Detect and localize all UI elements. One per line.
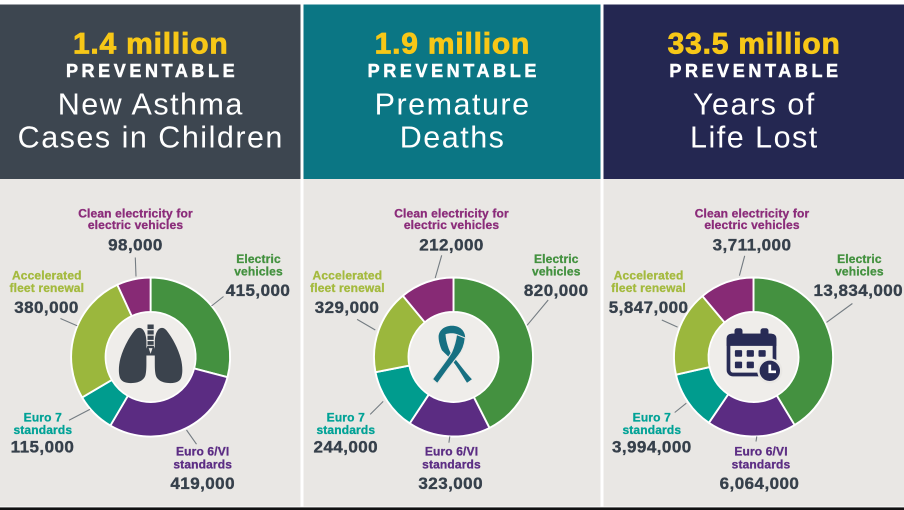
svg-text:PREVENTABLE: PREVENTABLE [368,61,540,81]
svg-text:380,000: 380,000 [14,298,79,317]
svg-text:13,834,000: 13,834,000 [814,281,904,300]
svg-text:Clean electricity for: Clean electricity for [695,207,810,221]
svg-text:Years of: Years of [693,88,816,122]
svg-text:Euro 7: Euro 7 [24,410,62,424]
svg-text:standards: standards [732,458,791,472]
svg-text:1.4 million: 1.4 million [73,28,229,61]
svg-text:New Asthma: New Asthma [58,88,244,122]
svg-text:PREVENTABLE: PREVENTABLE [669,61,841,81]
svg-text:fleet renewal: fleet renewal [310,281,385,295]
svg-text:vehicles: vehicles [835,264,884,278]
svg-text:Euro 6/VI: Euro 6/VI [425,445,478,459]
svg-text:820,000: 820,000 [524,281,589,300]
svg-text:244,000: 244,000 [313,438,378,457]
svg-text:3,994,000: 3,994,000 [612,438,692,457]
svg-text:115,000: 115,000 [11,438,75,457]
svg-text:Euro 6/VI: Euro 6/VI [176,445,229,459]
svg-text:standards: standards [173,458,232,472]
svg-text:Accelerated: Accelerated [12,269,82,283]
svg-text:98,000: 98,000 [108,236,163,255]
svg-text:standards: standards [316,423,375,437]
svg-text:Clean electricity for: Clean electricity for [78,207,193,221]
svg-text:electric vehicles: electric vehicles [404,218,499,232]
svg-text:electric vehicles: electric vehicles [704,218,799,232]
svg-text:Accelerated: Accelerated [313,269,383,283]
svg-text:standards: standards [13,423,72,437]
svg-text:Accelerated: Accelerated [614,269,684,283]
svg-text:5,847,000: 5,847,000 [609,298,689,317]
svg-text:PREVENTABLE: PREVENTABLE [66,61,238,81]
svg-text:standards: standards [622,423,681,437]
svg-text:vehicles: vehicles [234,264,283,278]
svg-text:Electric: Electric [534,252,579,266]
svg-text:fleet renewal: fleet renewal [611,281,686,295]
svg-text:323,000: 323,000 [418,474,483,493]
svg-text:415,000: 415,000 [226,281,291,300]
svg-text:electric vehicles: electric vehicles [88,218,183,232]
svg-text:Deaths: Deaths [400,121,506,155]
svg-text:33.5 million: 33.5 million [668,28,841,61]
svg-text:Euro 6/VI: Euro 6/VI [734,445,787,459]
svg-text:3,711,000: 3,711,000 [713,236,792,255]
svg-text:vehicles: vehicles [532,264,581,278]
svg-text:Life Lost: Life Lost [690,121,819,155]
svg-text:fleet renewal: fleet renewal [9,281,84,295]
svg-text:Electric: Electric [837,252,882,266]
svg-text:1.9 million: 1.9 million [375,28,531,61]
svg-text:standards: standards [422,458,481,472]
svg-text:329,000: 329,000 [315,298,380,317]
svg-text:Cases in Children: Cases in Children [18,121,284,155]
svg-text:Premature: Premature [375,88,531,122]
svg-text:Electric: Electric [236,252,281,266]
svg-text:6,064,000: 6,064,000 [720,474,800,493]
svg-text:212,000: 212,000 [419,236,484,255]
svg-text:Euro 7: Euro 7 [327,410,365,424]
svg-text:Clean electricity for: Clean electricity for [394,207,509,221]
svg-text:419,000: 419,000 [170,474,235,493]
svg-text:Euro 7: Euro 7 [633,410,671,424]
